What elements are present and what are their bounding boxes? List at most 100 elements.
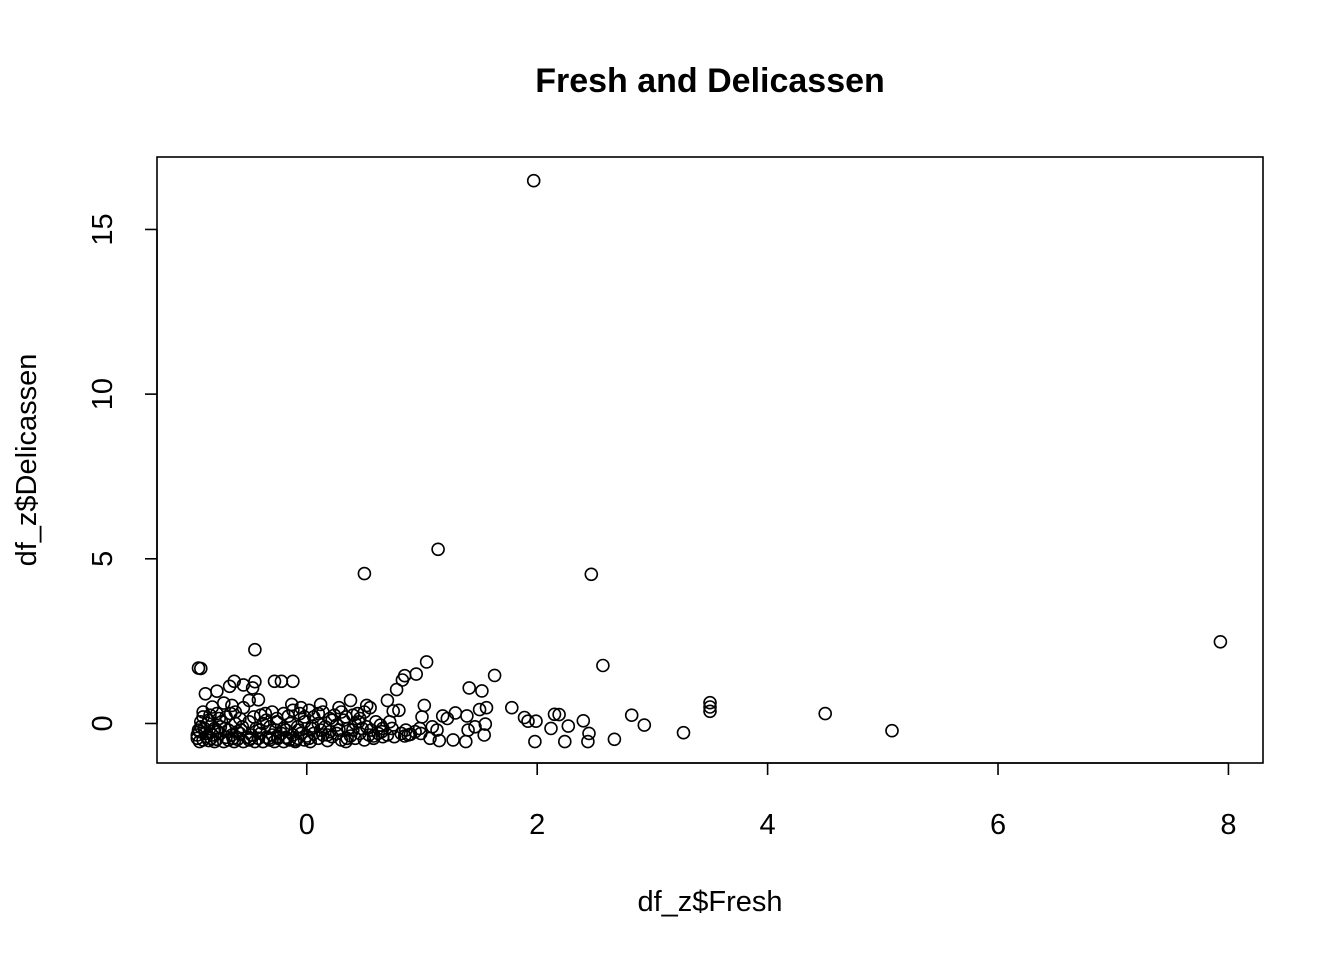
data-point (552, 707, 566, 722)
data-point (225, 698, 239, 713)
data-point (274, 674, 289, 689)
data-point (322, 724, 337, 739)
data-point (214, 714, 229, 729)
data-point (198, 686, 213, 701)
data-point (448, 706, 463, 720)
data-point (385, 721, 399, 736)
x-axis-label: df_z$Fresh (637, 886, 782, 918)
data-point (258, 706, 273, 721)
data-point (576, 713, 591, 728)
data-point (395, 673, 410, 687)
data-point (461, 723, 475, 737)
x-tick-label: 0 (299, 809, 315, 841)
data-point (332, 700, 346, 715)
data-point (227, 674, 241, 689)
data-point (637, 718, 652, 732)
data-point (357, 566, 372, 581)
data-point (389, 682, 404, 697)
data-point (302, 731, 316, 746)
data-point (366, 731, 381, 746)
data-point (487, 668, 502, 683)
data-point (196, 705, 210, 719)
y-axis-label: df_z$Delicassen (11, 354, 43, 567)
data-point (234, 723, 248, 737)
data-point (703, 700, 717, 714)
x-tick-label: 2 (529, 809, 545, 841)
x-axis: 0 2 4 6 8 (299, 762, 1237, 841)
data-point (350, 706, 365, 721)
data-point (218, 721, 232, 736)
data-point (462, 681, 477, 695)
data-point (313, 723, 328, 737)
data-point (222, 679, 237, 694)
chart-title: Fresh and Delicassen (535, 62, 885, 100)
data-point (283, 716, 298, 731)
data-point (286, 674, 300, 689)
data-point (478, 717, 493, 731)
data-point (557, 734, 572, 749)
data-point (526, 173, 541, 188)
data-point (248, 642, 262, 657)
data-point (624, 708, 639, 723)
data-point (392, 703, 406, 718)
y-tick-label: 0 (87, 715, 119, 731)
data-point (479, 700, 494, 715)
data-point (210, 684, 224, 699)
data-point (504, 700, 519, 715)
data-point (460, 709, 474, 723)
data-point (409, 667, 424, 681)
data-point (584, 567, 599, 582)
data-point (346, 723, 360, 737)
data-point (472, 702, 487, 717)
data-point (211, 724, 225, 739)
data-point (596, 658, 610, 673)
data-point (245, 681, 260, 695)
data-point (251, 692, 266, 707)
data-point (528, 734, 542, 749)
data-point (348, 731, 363, 746)
data-point (544, 721, 558, 736)
data-point (547, 707, 562, 722)
data-point (435, 709, 450, 723)
data-point (332, 723, 346, 737)
data-point (252, 723, 267, 737)
data-point (521, 714, 535, 729)
data-point (581, 734, 595, 749)
y-tick-label: 15 (87, 213, 119, 245)
data-point (359, 698, 374, 713)
data-points (190, 173, 1228, 749)
data-point (387, 729, 402, 744)
data-point (268, 723, 283, 737)
data-point (582, 726, 596, 741)
data-point (217, 696, 231, 710)
data-point (431, 542, 445, 557)
data-point (517, 710, 532, 725)
data-point (1213, 634, 1228, 649)
data-point (446, 733, 460, 747)
data-point (703, 695, 717, 710)
data-point (432, 733, 447, 748)
data-point (561, 719, 576, 733)
data-point (458, 734, 473, 749)
data-point (293, 706, 307, 721)
data-point (703, 704, 717, 719)
data-point (468, 719, 482, 734)
data-point (477, 728, 492, 742)
data-point (412, 721, 427, 736)
data-point (343, 693, 358, 708)
y-axis: 0 5 10 15 (87, 213, 158, 732)
x-tick-label: 4 (760, 809, 776, 841)
data-point (313, 697, 328, 712)
data-point (197, 721, 211, 736)
data-point (280, 731, 295, 746)
data-point (226, 731, 240, 746)
data-point (261, 731, 276, 746)
data-point (398, 723, 413, 737)
plot-box (156, 156, 1264, 764)
data-point (243, 731, 258, 746)
data-point (475, 684, 489, 698)
data-point (885, 723, 899, 738)
data-point (203, 708, 217, 723)
data-point (267, 674, 282, 689)
y-tick-label: 10 (87, 378, 119, 410)
